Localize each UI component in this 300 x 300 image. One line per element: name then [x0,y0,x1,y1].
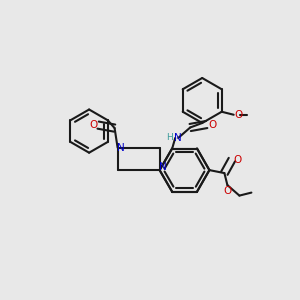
Text: O: O [233,154,242,165]
Text: O: O [208,119,216,130]
Text: O: O [223,185,232,196]
Text: O: O [234,110,242,120]
Text: H: H [167,134,173,142]
Text: N: N [174,133,182,143]
Text: O: O [89,120,98,130]
Text: N: N [117,142,124,153]
Text: N: N [159,162,167,172]
